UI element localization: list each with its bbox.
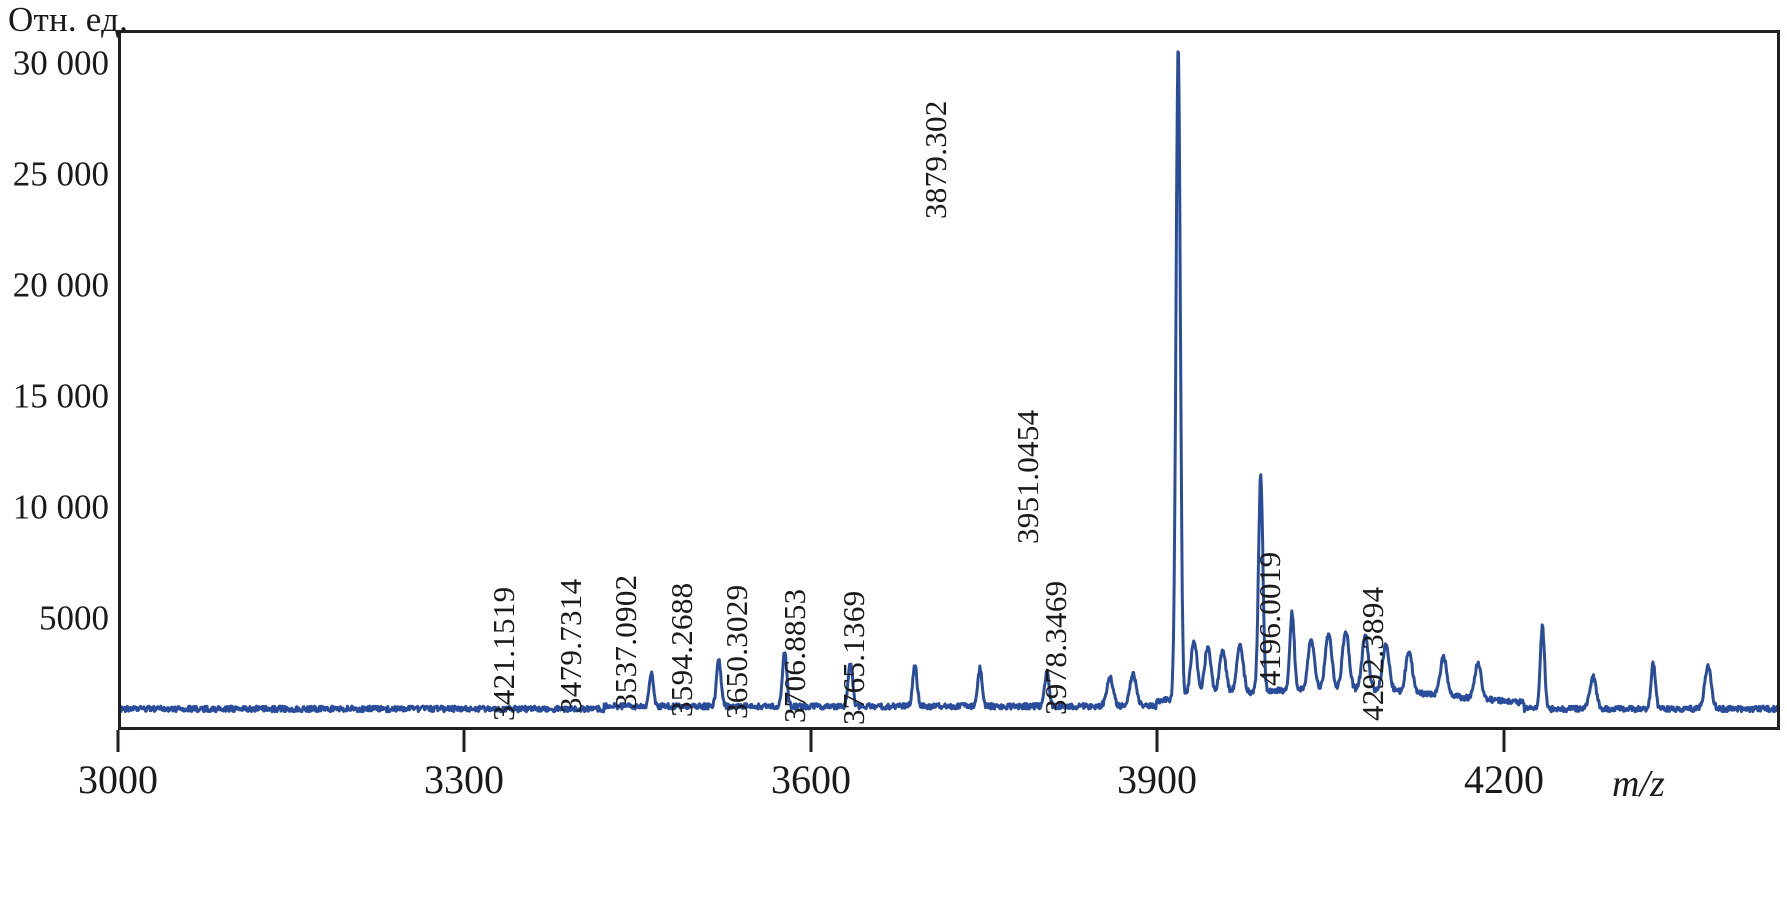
peak-label: 4292.3894	[1355, 586, 1390, 721]
x-tick-label: 3000	[78, 757, 158, 802]
peak-label: 3479.7314	[553, 578, 588, 713]
x-tick-mark	[1502, 730, 1506, 752]
peak-label: 4196.0019	[1252, 551, 1287, 686]
x-tick-label: 4200	[1464, 757, 1544, 802]
x-tick-mark	[809, 730, 813, 752]
y-tick-label: 15 000	[12, 376, 109, 416]
x-axis-title: m/z	[1612, 763, 1665, 805]
peak-label: 3951.0454	[1010, 409, 1045, 544]
x-tick-mark	[116, 730, 120, 752]
y-tick-label: 5000	[39, 598, 109, 638]
y-tick-label: 25 000	[12, 154, 109, 194]
y-tick-label: 10 000	[12, 487, 109, 527]
peak-label: 3537.0902	[608, 574, 643, 709]
peak-label: 3978.3469	[1038, 580, 1073, 715]
x-tick-label: 3300	[424, 757, 504, 802]
y-tick-label: 30 000	[12, 43, 109, 83]
peak-label: 3594.2688	[664, 582, 699, 717]
peak-label: 3650.3029	[719, 584, 754, 719]
peak-label: 3421.1519	[486, 586, 521, 721]
y-axis-title: Отн. ед.	[8, 0, 129, 39]
spectrum-trace	[121, 50, 1777, 714]
peak-label: 3706.8853	[777, 588, 812, 723]
x-tick-mark	[462, 730, 466, 752]
x-tick-label: 3900	[1117, 757, 1197, 802]
x-tick-label: 3600	[771, 757, 851, 802]
peak-label: 3879.302	[918, 100, 953, 219]
y-tick-label: 20 000	[12, 265, 109, 305]
peak-label: 3765.1369	[836, 590, 871, 725]
plot-area	[118, 30, 1780, 730]
x-tick-mark	[1155, 730, 1159, 752]
